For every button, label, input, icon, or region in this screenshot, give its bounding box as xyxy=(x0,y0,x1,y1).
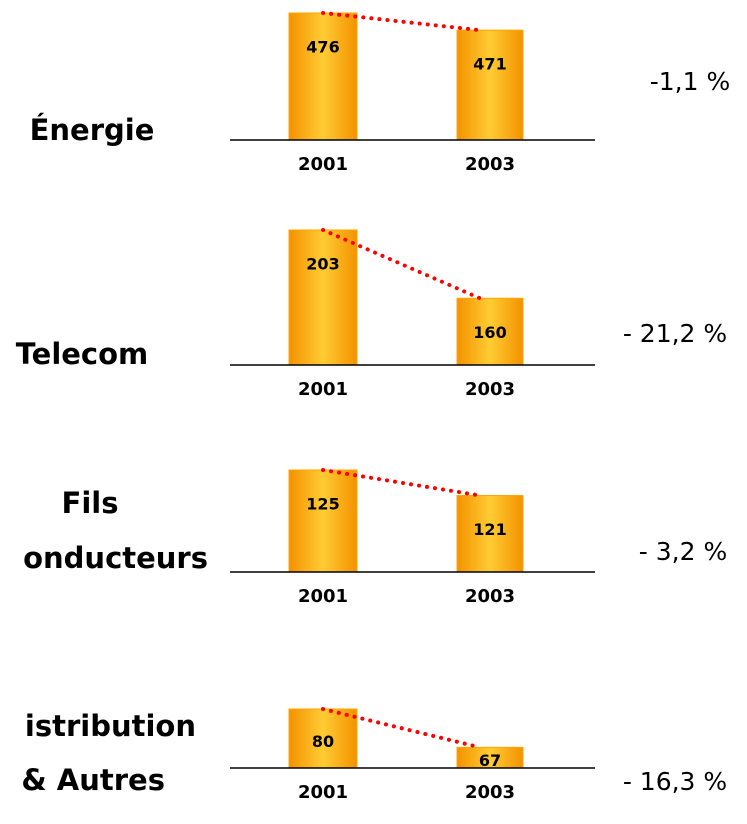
category-label: istribution xyxy=(25,709,196,743)
change-label: - 21,2 % xyxy=(623,319,727,348)
value-label: 203 xyxy=(306,255,339,274)
change-label: -1,1 % xyxy=(650,67,730,96)
value-label: 471 xyxy=(473,55,506,74)
x-tick-label: 2001 xyxy=(298,154,348,175)
bar xyxy=(288,469,358,573)
bar xyxy=(456,297,524,366)
value-label: 160 xyxy=(473,323,506,342)
x-tick-label: 2001 xyxy=(298,379,348,400)
category-label: onducteurs xyxy=(23,541,208,575)
trend-line xyxy=(321,707,482,750)
bar xyxy=(288,708,358,769)
category-label: & Autres xyxy=(21,763,165,797)
bar xyxy=(288,229,358,366)
bar xyxy=(288,12,358,141)
x-tick-label: 2003 xyxy=(465,154,515,175)
category-label: Telecom xyxy=(16,337,149,371)
value-label: 125 xyxy=(306,495,339,514)
value-label: 476 xyxy=(306,38,339,57)
x-tick-label: 2001 xyxy=(298,586,348,607)
value-label: 80 xyxy=(312,732,334,751)
category-label: Énergie xyxy=(30,113,155,147)
change-label: - 16,3 % xyxy=(623,767,727,796)
category-label: Fils xyxy=(62,486,119,520)
value-label: 121 xyxy=(473,520,506,539)
x-tick-label: 2003 xyxy=(465,782,515,803)
trend-line xyxy=(321,468,482,498)
bar xyxy=(456,29,524,141)
x-tick-label: 2003 xyxy=(465,586,515,607)
change-label: - 3,2 % xyxy=(639,537,727,566)
value-label: 67 xyxy=(479,751,501,770)
x-tick-label: 2001 xyxy=(298,782,348,803)
x-tick-label: 2003 xyxy=(465,379,515,400)
trend-line xyxy=(321,11,482,33)
